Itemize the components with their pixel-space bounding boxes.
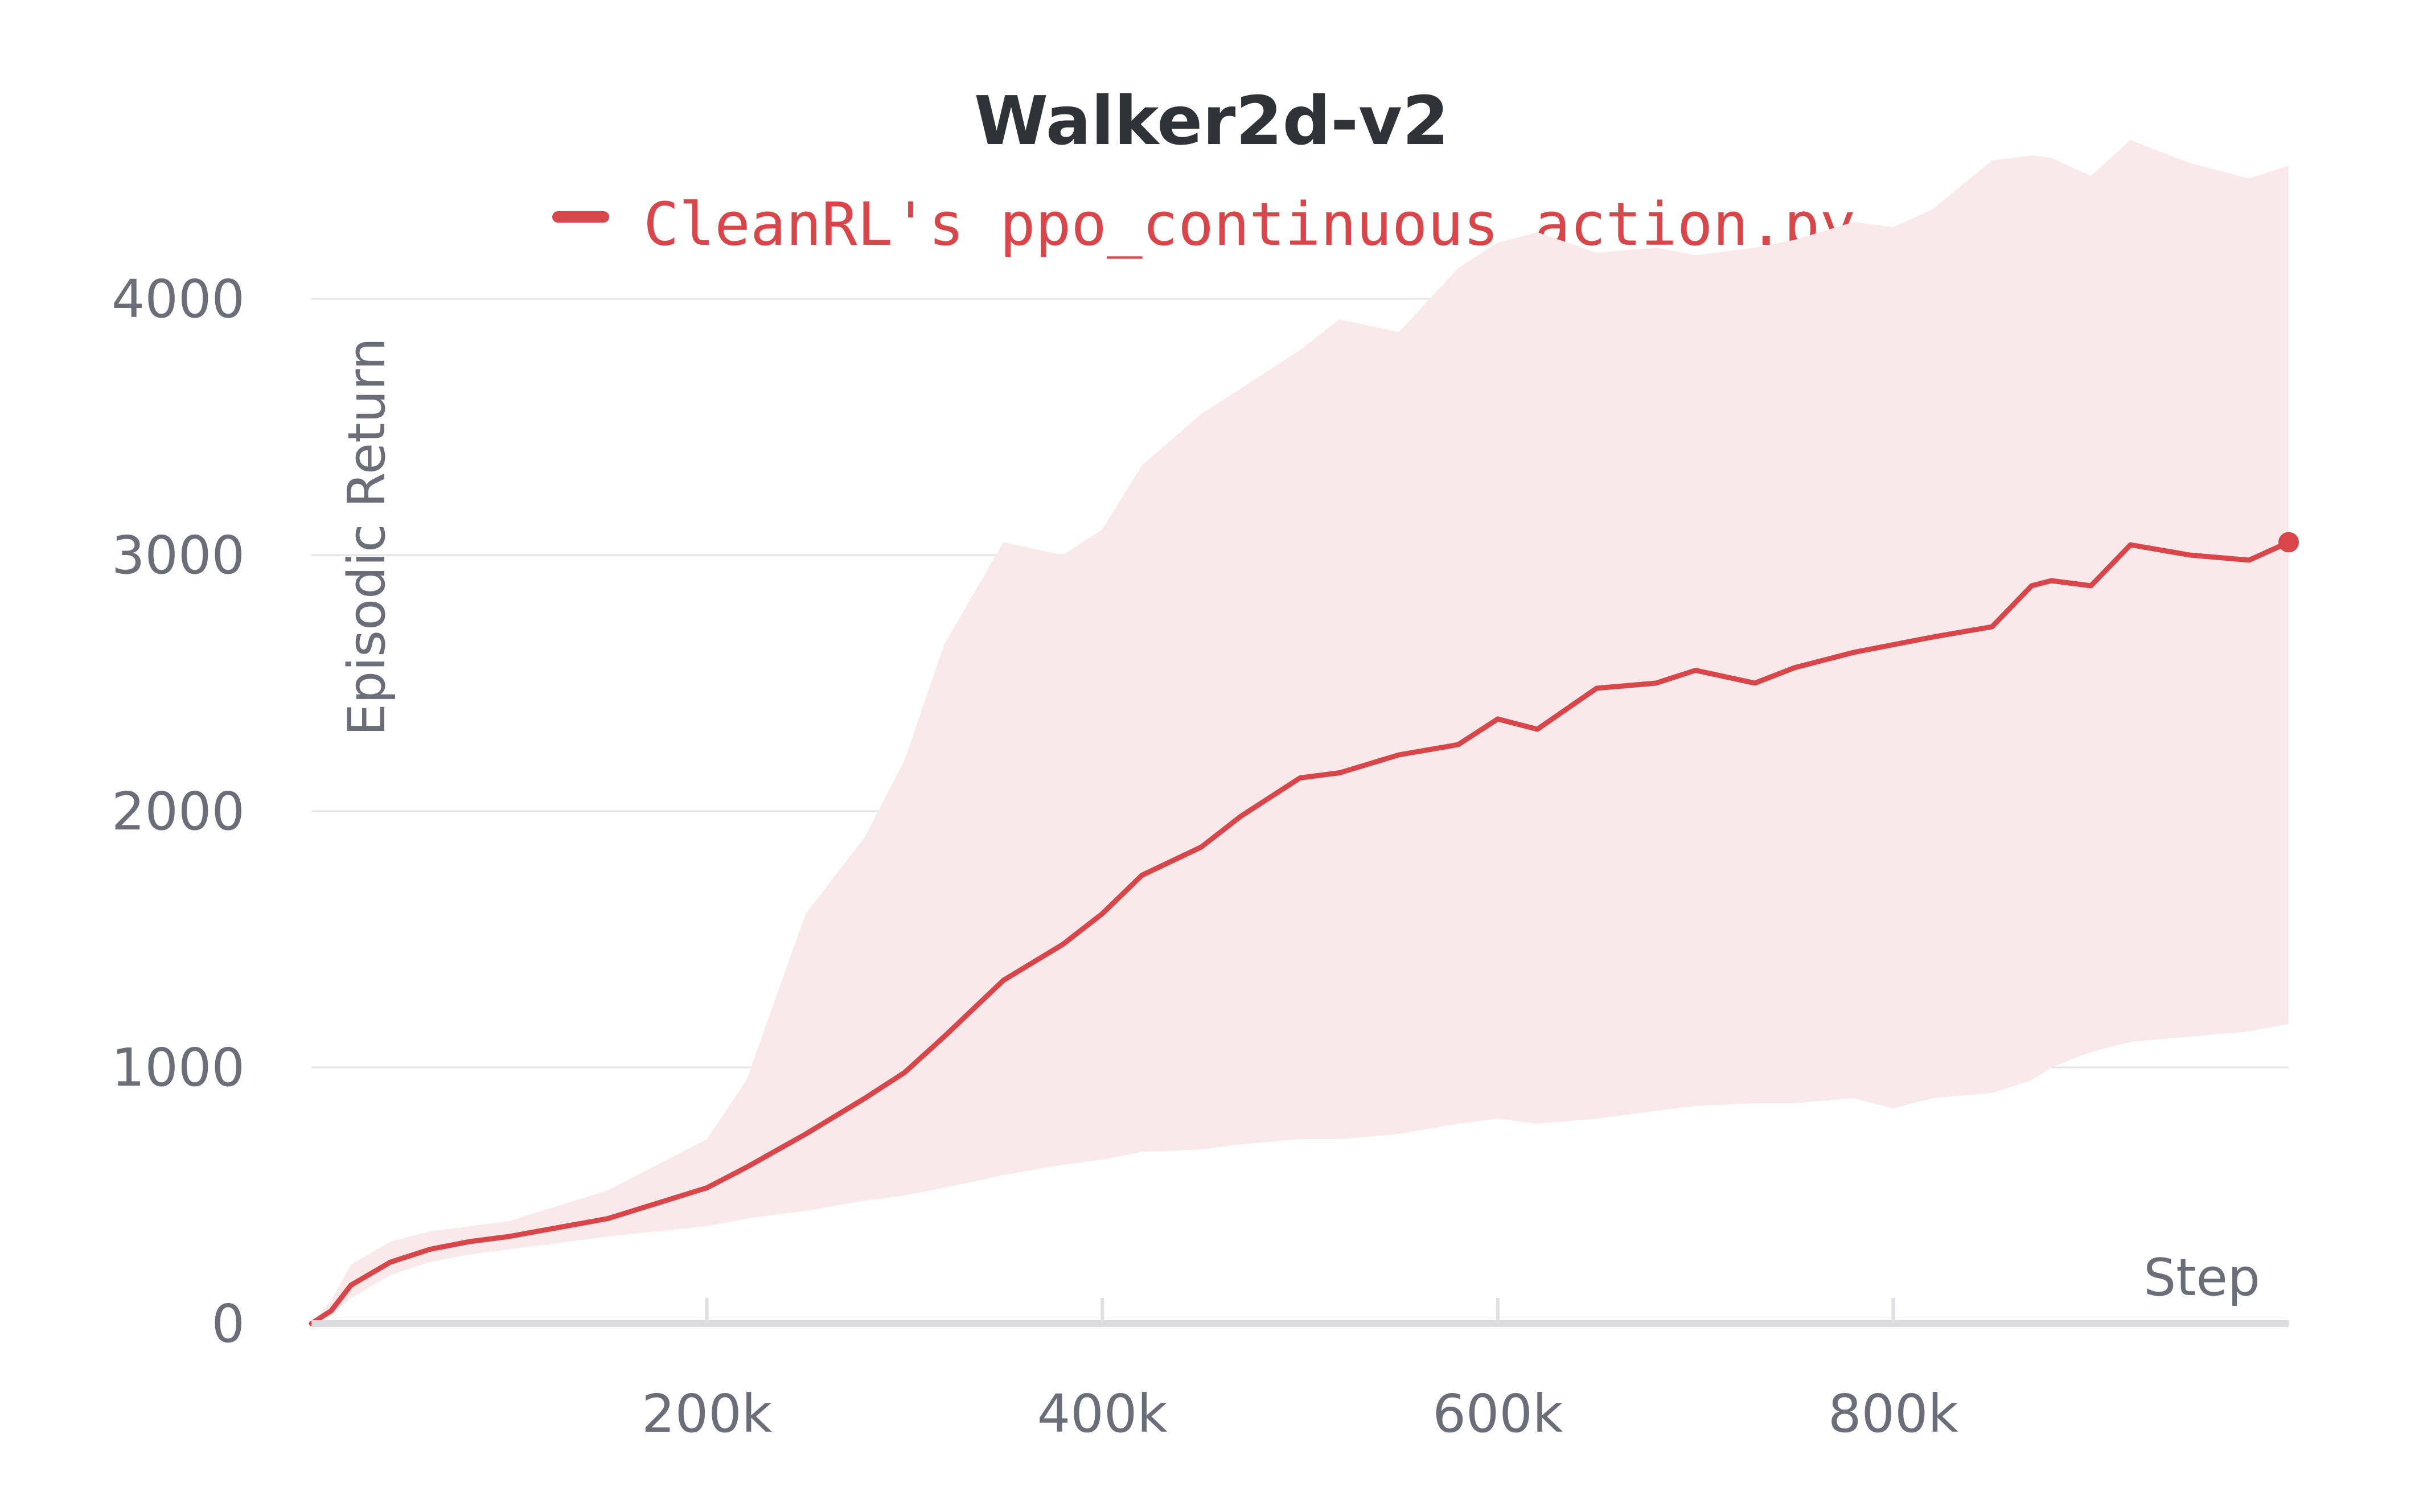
endpoint-layer (2278, 532, 2299, 553)
series-line-layer (309, 540, 2291, 1326)
series-endpoint-dot (2278, 532, 2299, 553)
y-tick-label: 4000 (112, 269, 245, 330)
y-tick-label: 2000 (112, 781, 245, 842)
x-axis-ticks: 200k 400k 600k 800k (642, 1298, 1959, 1444)
y-tick-label: 0 (211, 1293, 245, 1354)
confidence-band-layer (311, 140, 2289, 1324)
chart-title: Walker2d-v2 (974, 81, 1449, 160)
x-tick-label: 800k (1828, 1383, 1959, 1444)
x-tick-label: 200k (642, 1383, 773, 1444)
x-tick-label: 600k (1432, 1383, 1563, 1444)
y-tick-label: 1000 (112, 1037, 245, 1098)
legend-swatch (552, 211, 609, 223)
x-tick-label: 400k (1037, 1383, 1168, 1444)
y-tick-label: 3000 (112, 525, 245, 586)
confidence-band (311, 140, 2289, 1324)
x-axis-label: Step (2143, 1248, 2260, 1308)
legend-label: CleanRL's ppo_continuous_action.py (643, 190, 1855, 259)
y-axis-ticks: 0 1000 2000 3000 4000 (112, 269, 245, 1354)
series-line (309, 540, 2291, 1326)
y-axis-label: Episodic Return (337, 338, 397, 736)
legend[interactable]: CleanRL's ppo_continuous_action.py (552, 190, 1855, 259)
